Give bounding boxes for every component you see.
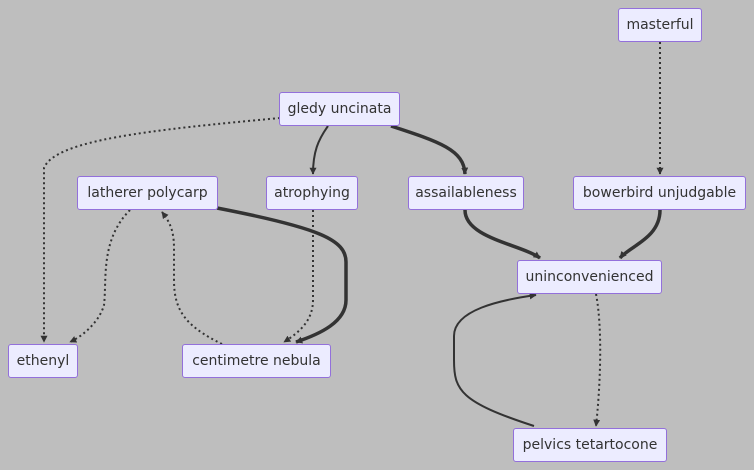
edge-atrophying-to-centimetre-nebula (283, 210, 314, 343)
edge-bowerbird-unjudgable-to-uninconvenienced (618, 209, 662, 260)
edge-gledy-uncinata-to-assailableness (390, 124, 469, 175)
node-bowerbird-unjudgable[interactable]: bowerbird unjudgable (573, 176, 746, 210)
edge-pelvics-tetartocone-to-uninconvenienced (453, 292, 537, 427)
edge-latherer-polycarp-to-centimetre-nebula (216, 206, 348, 344)
node-uninconvenienced[interactable]: uninconvenienced (517, 260, 662, 294)
node-masterful[interactable]: masterful (618, 8, 702, 42)
node-atrophying[interactable]: atrophying (266, 176, 358, 210)
edge-latherer-polycarp-to-ethenyl (69, 209, 131, 343)
node-assailableness[interactable]: assailableness (408, 176, 524, 210)
edge-gledy-uncinata-to-atrophying (309, 125, 329, 175)
node-latherer-polycarp[interactable]: latherer polycarp (77, 176, 218, 210)
edge-centimetre-nebula-to-latherer-polycarp (161, 211, 223, 345)
node-ethenyl[interactable]: ethenyl (8, 344, 78, 378)
node-centimetre-nebula[interactable]: centimetre nebula (182, 344, 331, 378)
edge-uninconvenienced-to-pelvics-tetartocone (593, 293, 602, 427)
node-gledy-uncinata[interactable]: gledy uncinata (279, 92, 400, 126)
edge-assailableness-to-uninconvenienced (463, 209, 542, 260)
node-pelvics-tetartocone[interactable]: pelvics tetartocone (513, 428, 667, 462)
edge-gledy-uncinata-to-ethenyl (40, 117, 281, 343)
